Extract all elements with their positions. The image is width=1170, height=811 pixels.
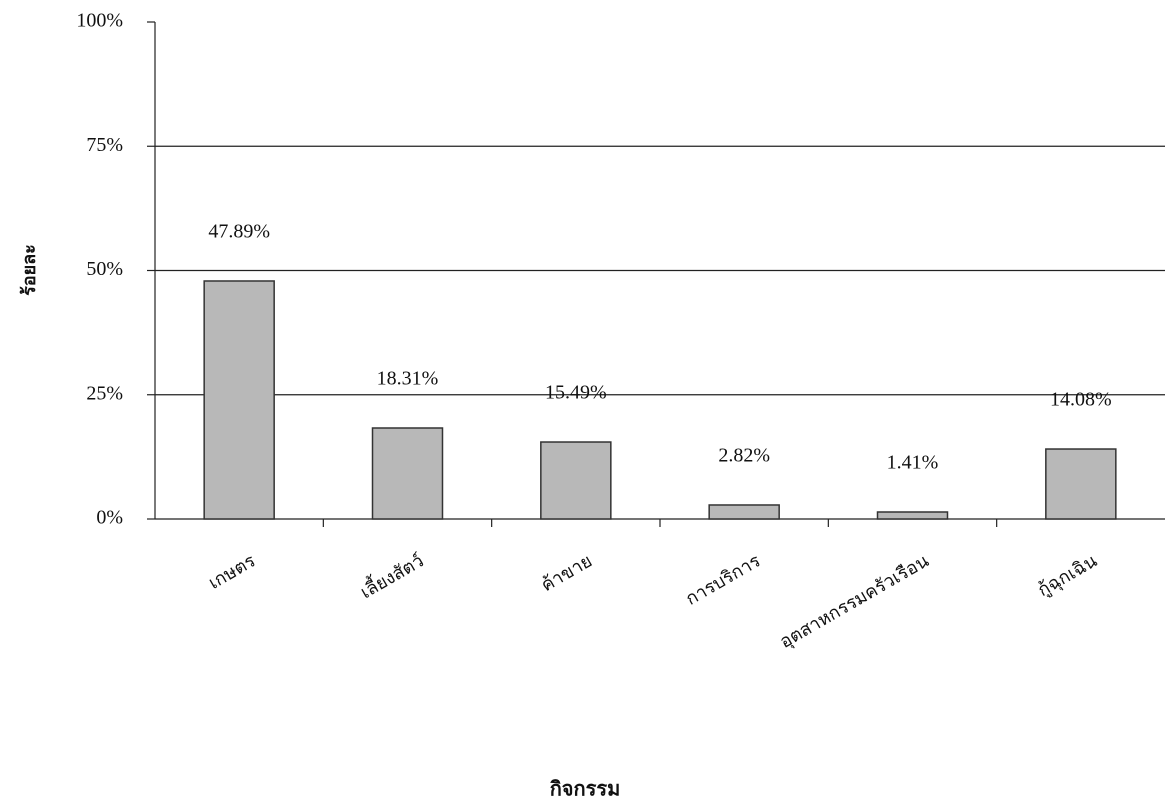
bar: [1046, 449, 1116, 519]
x-tick-label: ค้าขาย: [538, 550, 596, 596]
bar: [373, 428, 443, 519]
y-axis-title: ร้อยละ: [19, 244, 40, 296]
x-tick-label: การบริการ: [682, 550, 764, 610]
x-tick-label: เลี้ยงสัตว์: [355, 548, 427, 603]
x-axis-title: กิจกรรม: [550, 777, 621, 801]
value-label: 47.89%: [208, 221, 270, 243]
bar: [204, 281, 274, 519]
y-tick-label: 100%: [76, 10, 123, 32]
chart: ร้อยละ กิจกรรม 0% 25% 50% 75% 100% เกษตร 47.89…: [0, 0, 1170, 811]
y-tick-label: 25%: [86, 382, 123, 404]
value-label: 15.49%: [545, 382, 607, 404]
x-tick-label: กู้ฉุกเฉิน: [1034, 550, 1101, 601]
value-label: 18.31%: [377, 368, 439, 390]
value-label: 1.41%: [887, 452, 939, 474]
x-tick-label: อุตสาหกรรมครัวเรือน: [776, 550, 932, 652]
bar: [541, 442, 611, 519]
value-label: 14.08%: [1050, 389, 1112, 411]
y-tick-label: 50%: [86, 258, 123, 280]
value-label: 2.82%: [718, 445, 770, 467]
bar: [878, 512, 948, 519]
x-tick-label: เกษตร: [205, 550, 259, 593]
y-tick-label: 0%: [96, 507, 123, 529]
bar: [709, 505, 779, 519]
page: ร้อยละ กิจกรรม 0% 25% 50% 75% 100% เกษตร 47.89…: [0, 0, 1170, 811]
y-tick-label: 75%: [86, 134, 123, 156]
